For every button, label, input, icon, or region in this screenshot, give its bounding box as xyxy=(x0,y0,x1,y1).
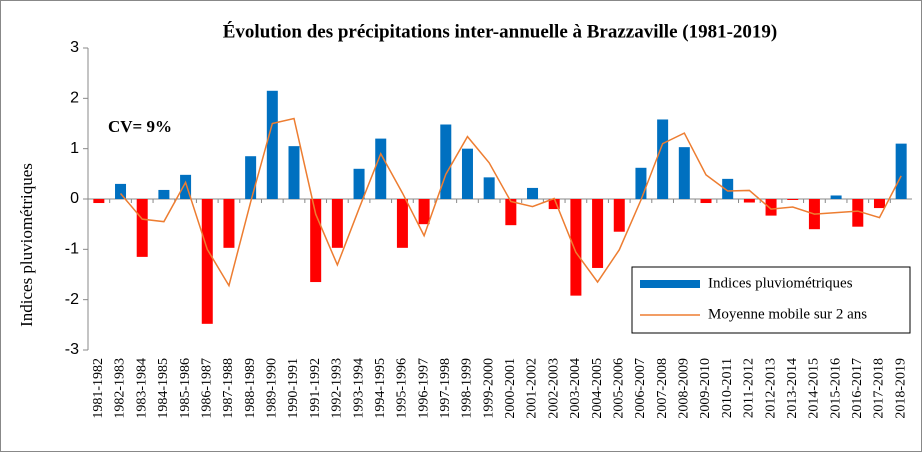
legend xyxy=(631,266,911,334)
x-tick-label: 2014-2015 xyxy=(807,358,822,419)
bar xyxy=(115,183,127,199)
x-tick-label: 2007-2008 xyxy=(655,358,670,419)
bar xyxy=(505,199,517,226)
x-tick-label: 2002-2003 xyxy=(546,358,561,419)
bar xyxy=(613,199,625,232)
x-tick-label: 2012-2013 xyxy=(763,358,778,419)
bar xyxy=(288,146,300,199)
x-tick-label: 2015-2016 xyxy=(828,358,843,419)
y-axis-label: Indices pluviométriques xyxy=(17,163,36,327)
x-tick-label: 2016-2017 xyxy=(850,358,865,419)
x-tick-label: 1981-1982 xyxy=(91,358,106,419)
bar xyxy=(223,199,235,248)
x-tick-label: 1982-1983 xyxy=(113,358,128,419)
x-tick-label: 1999-2000 xyxy=(481,358,496,419)
x-tick-label: 2011-2012 xyxy=(742,358,757,418)
x-tick-label: 1990-1991 xyxy=(286,358,301,419)
bar xyxy=(331,199,343,248)
x-tick-label: 1997-1998 xyxy=(438,358,453,419)
bar xyxy=(93,199,105,204)
x-tick-label: 1985-1986 xyxy=(178,358,193,419)
bar xyxy=(201,199,213,324)
bar xyxy=(375,138,387,199)
x-tick-label: 2003-2004 xyxy=(568,358,583,419)
x-tick-label: 1991-1992 xyxy=(308,358,323,419)
bar xyxy=(700,199,712,204)
y-tick-label: 1 xyxy=(70,140,79,157)
y-tick-label: -3 xyxy=(65,341,79,358)
y-tick-label: 2 xyxy=(70,90,79,107)
x-tick-label: 1988-1989 xyxy=(243,358,258,419)
x-tick-label: 1989-1990 xyxy=(265,358,280,419)
bar xyxy=(527,187,539,199)
bar xyxy=(136,199,148,257)
x-tick-label: 1983-1984 xyxy=(134,358,149,419)
annotation: CV= 9% xyxy=(108,117,172,136)
x-tick-label: 1986-1987 xyxy=(199,358,214,419)
bar xyxy=(873,199,885,209)
bar xyxy=(722,178,734,199)
bar xyxy=(765,199,777,216)
x-tick-label: 1987-1988 xyxy=(221,358,236,419)
bar xyxy=(678,147,690,199)
bar xyxy=(830,195,842,199)
bar xyxy=(570,199,582,296)
bar xyxy=(852,199,864,227)
x-tick-label: 1992-1993 xyxy=(330,358,345,419)
bar xyxy=(158,189,170,199)
y-tick-label: -2 xyxy=(65,291,79,308)
bar xyxy=(657,119,669,199)
x-tick-label: 1994-1995 xyxy=(373,358,388,419)
bar xyxy=(440,124,452,199)
bar xyxy=(418,199,430,225)
x-tick-label: 2001-2002 xyxy=(525,358,540,419)
line xyxy=(119,117,902,288)
bar xyxy=(635,167,647,199)
x-tick-label: 2000-2001 xyxy=(503,358,518,419)
legend-swatch xyxy=(640,280,700,288)
x-tick-label: 2009-2010 xyxy=(698,358,713,419)
bar xyxy=(592,199,604,268)
y-tick-label: 0 xyxy=(70,190,79,207)
bar xyxy=(266,90,278,199)
bar xyxy=(396,199,408,248)
x-tick-label: 1995-1996 xyxy=(395,358,410,419)
bar xyxy=(461,148,473,199)
bar xyxy=(310,199,322,283)
x-tick-label: 1993-1994 xyxy=(351,358,366,419)
bar xyxy=(180,174,192,199)
x-tick-label: 2004-2005 xyxy=(590,358,605,419)
y-tick-label: 3 xyxy=(70,39,79,56)
bar xyxy=(353,168,365,199)
x-tick-label: 2013-2014 xyxy=(785,358,800,419)
bar xyxy=(787,199,799,201)
x-tick-label: 1996-1997 xyxy=(416,358,431,419)
x-tick-label: 2005-2006 xyxy=(611,358,626,419)
x-tick-label: 2006-2007 xyxy=(633,358,648,419)
bar xyxy=(743,199,755,203)
bar xyxy=(895,143,907,199)
legend-label: Indices pluviométriques xyxy=(708,275,853,291)
bar xyxy=(245,156,257,199)
x-tick-label: 1998-1999 xyxy=(460,358,475,419)
x-tick-label: 2017-2018 xyxy=(872,358,887,419)
y-tick-label: -1 xyxy=(65,241,79,258)
chart-title: Évolution des précipitations inter-annue… xyxy=(223,20,777,42)
x-tick-label: 2008-2009 xyxy=(677,358,692,419)
x-tick-label: 2010-2011 xyxy=(720,358,735,418)
bar xyxy=(483,177,495,199)
x-tick-label: 2018-2019 xyxy=(893,358,908,419)
legend-label: Moyenne mobile sur 2 ans xyxy=(708,306,867,322)
bar xyxy=(548,199,560,210)
x-tick-label: 1984-1985 xyxy=(156,358,171,419)
